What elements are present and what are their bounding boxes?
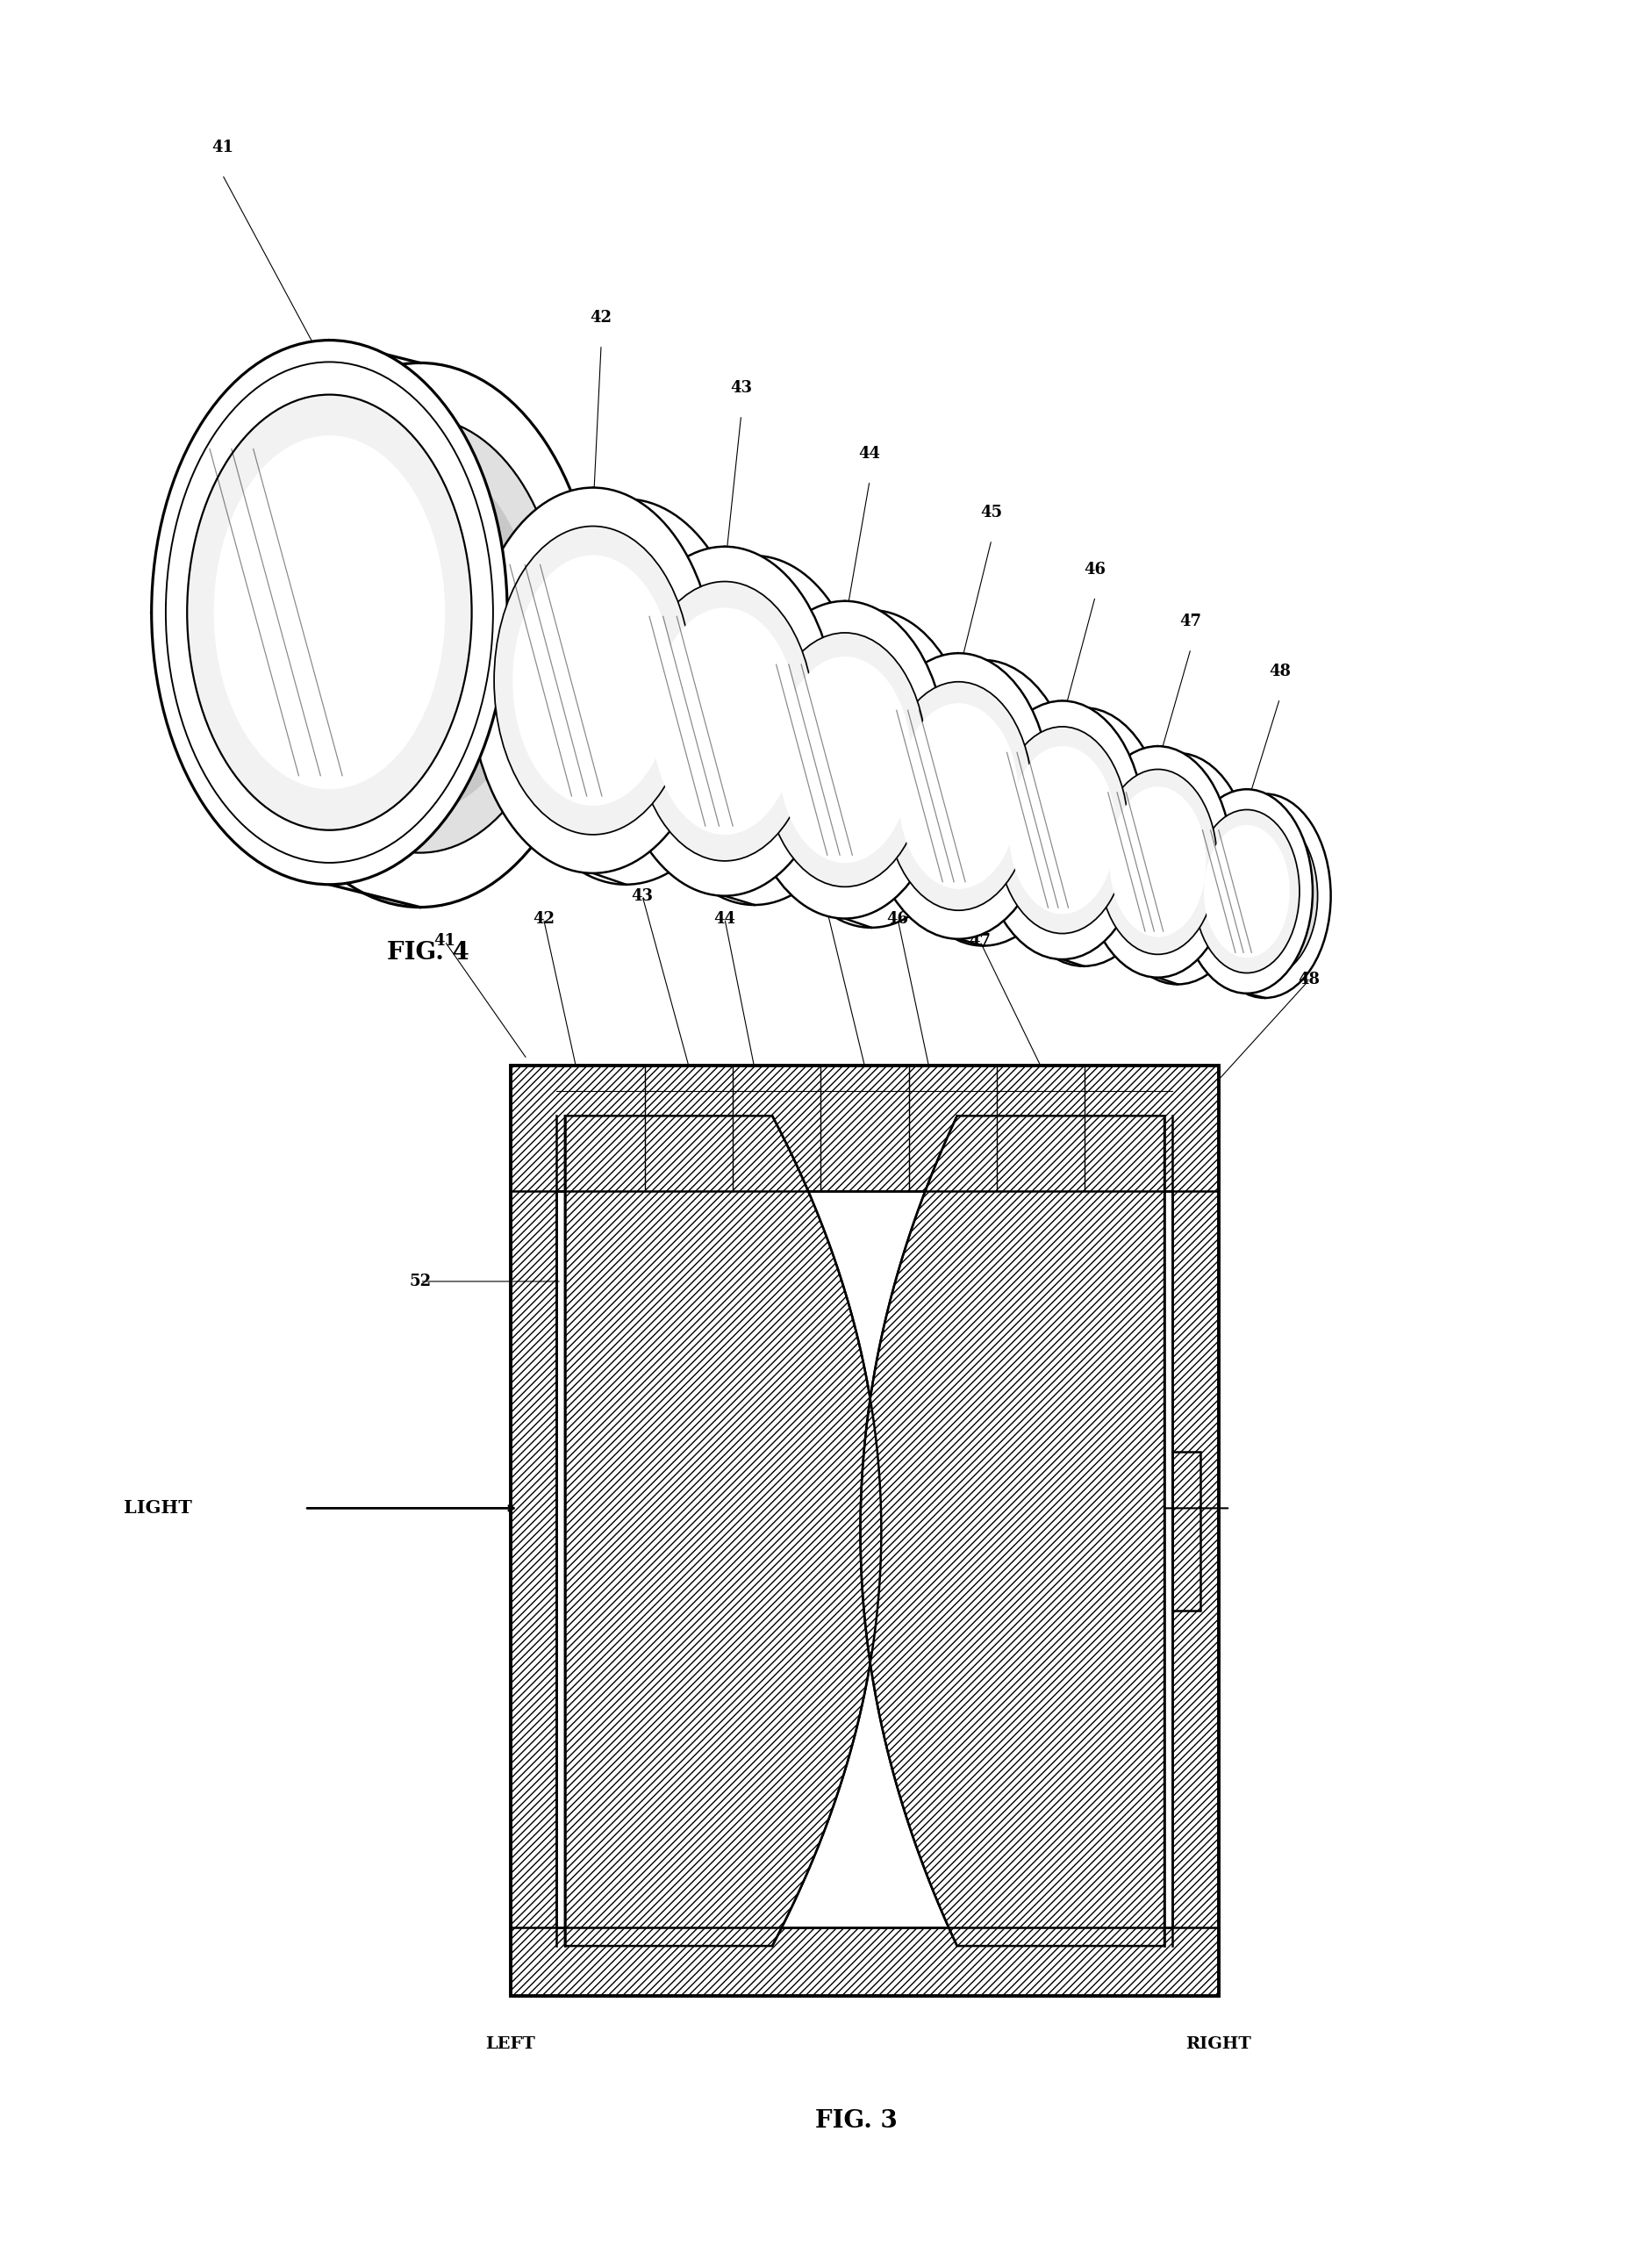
Ellipse shape — [527, 538, 725, 846]
Ellipse shape — [763, 633, 927, 887]
Text: 52: 52 — [408, 1275, 432, 1288]
Ellipse shape — [512, 556, 674, 805]
Text: 42: 42 — [532, 912, 555, 925]
Text: 45: 45 — [980, 506, 1003, 519]
Text: 44: 44 — [713, 912, 736, 925]
Ellipse shape — [682, 617, 827, 844]
Text: 48: 48 — [1298, 973, 1321, 987]
Ellipse shape — [665, 590, 843, 871]
Ellipse shape — [214, 435, 445, 789]
Ellipse shape — [1212, 814, 1318, 978]
Text: 47: 47 — [1179, 615, 1202, 628]
Ellipse shape — [636, 581, 814, 862]
Polygon shape — [860, 1116, 1164, 1946]
Ellipse shape — [494, 526, 692, 835]
Ellipse shape — [980, 701, 1145, 959]
Ellipse shape — [924, 710, 1043, 896]
Ellipse shape — [1130, 794, 1225, 943]
Ellipse shape — [866, 653, 1051, 939]
Polygon shape — [557, 1116, 1173, 1946]
Ellipse shape — [469, 488, 716, 873]
Polygon shape — [511, 1928, 1219, 1996]
Ellipse shape — [242, 363, 598, 907]
Ellipse shape — [909, 689, 1057, 916]
Text: 41: 41 — [433, 934, 456, 948]
Text: 42: 42 — [590, 311, 613, 324]
Ellipse shape — [545, 567, 707, 816]
Text: FIG. 4: FIG. 4 — [387, 941, 469, 964]
Ellipse shape — [743, 601, 947, 919]
Ellipse shape — [1099, 769, 1217, 955]
Ellipse shape — [769, 610, 973, 928]
Ellipse shape — [891, 660, 1075, 946]
Ellipse shape — [152, 340, 507, 885]
Text: 44: 44 — [858, 447, 881, 460]
Text: 43: 43 — [631, 889, 654, 903]
Ellipse shape — [652, 608, 797, 835]
Ellipse shape — [996, 726, 1128, 934]
Ellipse shape — [1031, 753, 1136, 921]
Ellipse shape — [1110, 787, 1206, 937]
Text: 43: 43 — [730, 381, 753, 395]
Ellipse shape — [805, 665, 937, 871]
Ellipse shape — [1199, 794, 1331, 998]
Ellipse shape — [1204, 826, 1290, 957]
Ellipse shape — [642, 556, 866, 905]
Ellipse shape — [1001, 708, 1166, 966]
Text: LEFT: LEFT — [486, 2037, 535, 2053]
Text: 46: 46 — [1084, 562, 1107, 576]
Ellipse shape — [613, 547, 837, 896]
Ellipse shape — [779, 655, 911, 862]
Ellipse shape — [789, 642, 954, 896]
Ellipse shape — [884, 683, 1033, 909]
Text: LIGHT: LIGHT — [124, 1499, 191, 1517]
Ellipse shape — [899, 703, 1018, 889]
Ellipse shape — [1194, 810, 1299, 973]
Ellipse shape — [1008, 746, 1117, 914]
Ellipse shape — [1103, 753, 1252, 984]
Text: FIG. 3: FIG. 3 — [815, 2109, 898, 2132]
Text: 46: 46 — [886, 912, 909, 925]
Text: 41: 41 — [211, 141, 234, 154]
Ellipse shape — [1222, 830, 1308, 962]
Text: 47: 47 — [968, 934, 991, 948]
Text: RIGHT: RIGHT — [1186, 2037, 1252, 2053]
Polygon shape — [1173, 1066, 1219, 1996]
Text: 45: 45 — [812, 889, 835, 903]
Ellipse shape — [1018, 733, 1150, 941]
Polygon shape — [511, 1066, 557, 1996]
Ellipse shape — [1181, 789, 1313, 993]
Ellipse shape — [502, 499, 749, 885]
Ellipse shape — [278, 417, 562, 853]
Ellipse shape — [188, 395, 471, 830]
Polygon shape — [565, 1116, 881, 1946]
Ellipse shape — [1084, 746, 1232, 978]
Ellipse shape — [305, 458, 535, 812]
Ellipse shape — [1118, 776, 1237, 962]
Text: 48: 48 — [1268, 665, 1291, 678]
Polygon shape — [511, 1066, 1219, 1191]
